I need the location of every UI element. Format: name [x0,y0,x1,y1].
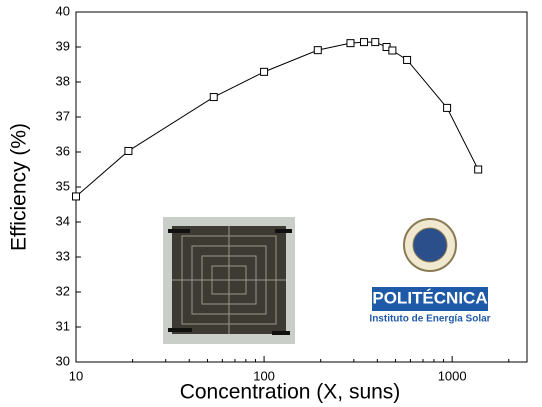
logo-title: POLITÉCNICA [372,288,487,307]
data-point [403,55,412,64]
y-tick-label: 37 [56,108,70,123]
y-tick-label: 34 [56,213,70,228]
data-point [124,146,133,155]
data-point [260,67,269,76]
logo: POLITÉCNICA Instituto de Energía Solar [369,218,491,325]
x-tick-label: 1000 [438,368,467,383]
y-tick-label: 39 [56,38,70,53]
y-tick-label: 35 [56,178,70,193]
data-point [209,93,218,102]
y-tick-label: 33 [56,248,70,263]
data-point [443,103,452,112]
y-axis-label: Efficiency (%) [8,123,31,251]
y-tick-label: 40 [56,3,70,18]
data-point [360,38,369,47]
x-axis-label: Concentration (X, suns) [180,381,401,404]
x-tick-label: 100 [253,368,275,383]
y-tick-label: 36 [56,143,70,158]
data-line [75,41,479,197]
y-tick-label: 31 [56,318,70,333]
y-tick-label: 30 [56,353,70,368]
logo-subtitle: Instituto de Energía Solar [369,314,490,325]
x-tick-label: 10 [69,368,83,383]
data-point [388,46,397,55]
solar-cell-photo [163,217,295,344]
data-point [313,46,322,55]
data-point [72,192,80,201]
y-tick-label: 32 [56,283,70,298]
data-point [346,39,355,48]
data-point [474,165,483,174]
data-point [371,38,380,47]
y-tick-label: 38 [56,73,70,88]
